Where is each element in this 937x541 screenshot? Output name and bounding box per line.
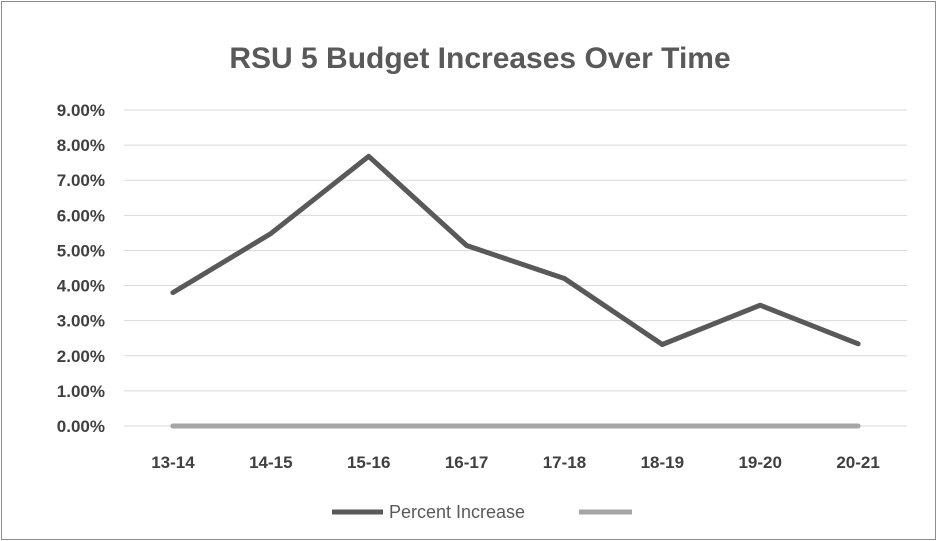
x-axis-tick-labels: 13-14 14-15 15-16 16-17 17-18 18-19 19-20 20-21 (151, 453, 880, 472)
y-tick-label: 6.00% (57, 206, 105, 225)
x-tick-label: 19-20 (738, 453, 781, 472)
x-tick-label: 15-16 (347, 453, 390, 472)
x-tick-label: 18-19 (641, 453, 684, 472)
legend: Percent Increase (332, 502, 632, 522)
y-tick-label: 5.00% (57, 241, 105, 260)
y-tick-label: 7.00% (57, 171, 105, 190)
legend-label-percent-increase: Percent Increase (389, 502, 525, 522)
x-tick-label: 17-18 (543, 453, 586, 472)
x-tick-label: 13-14 (151, 453, 195, 472)
chart-title: RSU 5 Budget Increases Over Time (229, 42, 730, 75)
y-tick-label: 3.00% (57, 312, 105, 331)
x-tick-label: 14-15 (249, 453, 292, 472)
gridlines (124, 109, 907, 427)
y-tick-label: 1.00% (57, 382, 105, 401)
y-tick-label: 0.00% (57, 417, 105, 436)
y-tick-label: 8.00% (57, 136, 105, 155)
x-tick-label: 20-21 (836, 453, 879, 472)
y-axis-tick-labels: 0.00% 1.00% 2.00% 3.00% 4.00% 5.00% 6.00% 7.00%… (57, 101, 105, 436)
y-tick-label: 2.00% (57, 347, 105, 366)
series-lines (170, 153, 861, 429)
y-tick-label: 4.00% (57, 277, 105, 296)
series-line-percent-increase (170, 153, 861, 347)
y-tick-label: 9.00% (57, 101, 105, 120)
x-tick-label: 16-17 (445, 453, 488, 472)
